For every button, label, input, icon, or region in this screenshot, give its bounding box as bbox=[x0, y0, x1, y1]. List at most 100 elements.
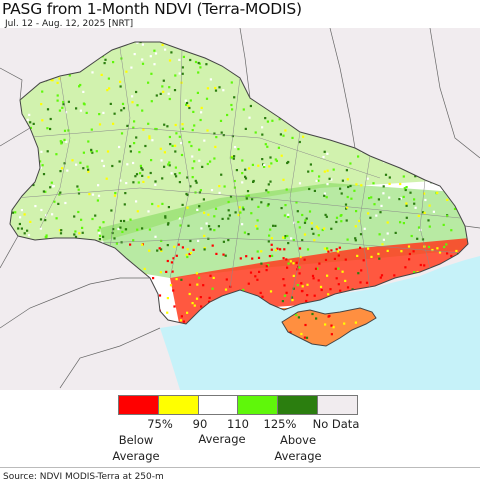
ndvi-pixel bbox=[189, 185, 192, 188]
ndvi-pixel bbox=[359, 233, 363, 236]
ndvi-pixel bbox=[186, 255, 189, 259]
ndvi-pixel bbox=[82, 102, 85, 105]
ndvi-pixel bbox=[40, 150, 43, 153]
ndvi-pixel bbox=[421, 211, 425, 214]
ndvi-pixel bbox=[233, 179, 236, 183]
ndvi-pixel bbox=[378, 257, 381, 260]
ndvi-pixel bbox=[295, 261, 298, 264]
ndvi-pixel bbox=[242, 288, 245, 291]
ndvi-pixel bbox=[140, 167, 143, 170]
ndvi-pixel bbox=[284, 129, 287, 132]
ndvi-pixel bbox=[255, 225, 258, 228]
ndvi-pixel bbox=[199, 66, 202, 69]
ndvi-pixel bbox=[150, 159, 153, 162]
ndvi-pixel bbox=[133, 53, 136, 56]
ndvi-pixel bbox=[353, 189, 356, 192]
ndvi-pixel bbox=[295, 201, 298, 204]
ndvi-pixel bbox=[98, 123, 102, 126]
ndvi-pixel bbox=[154, 127, 157, 131]
ndvi-pixel bbox=[334, 267, 337, 270]
ndvi-pixel bbox=[126, 124, 129, 127]
ndvi-pixel bbox=[241, 181, 244, 184]
ndvi-pixel bbox=[199, 189, 202, 192]
ndvi-pixel bbox=[244, 177, 248, 180]
ndvi-pixel bbox=[413, 271, 416, 274]
ndvi-pixel bbox=[149, 171, 152, 175]
ndvi-pixel bbox=[44, 190, 47, 193]
ndvi-pixel bbox=[208, 300, 211, 303]
ndvi-pixel bbox=[344, 203, 348, 206]
ndvi-pixel bbox=[304, 219, 307, 222]
ndvi-pixel bbox=[261, 126, 264, 129]
ndvi-pixel bbox=[123, 203, 126, 206]
ndvi-pixel bbox=[450, 229, 453, 232]
ndvi-pixel bbox=[171, 270, 174, 273]
ndvi-pixel bbox=[423, 211, 426, 214]
ndvi-pixel bbox=[29, 126, 32, 129]
ndvi-pixel bbox=[141, 58, 144, 61]
ndvi-pixel bbox=[91, 151, 94, 154]
ndvi-pixel bbox=[186, 206, 189, 209]
ndvi-pixel bbox=[305, 217, 308, 220]
ndvi-pixel bbox=[41, 90, 44, 93]
ndvi-pixel bbox=[335, 277, 338, 280]
ndvi-pixel bbox=[455, 249, 458, 253]
ndvi-pixel bbox=[317, 179, 320, 182]
ndvi-pixel bbox=[160, 248, 163, 251]
ndvi-pixel bbox=[403, 187, 406, 190]
ndvi-pixel bbox=[267, 203, 270, 206]
ndvi-pixel bbox=[42, 173, 46, 176]
ndvi-pixel bbox=[213, 215, 216, 218]
ndvi-pixel bbox=[402, 175, 405, 178]
ndvi-pixel bbox=[377, 198, 380, 201]
ndvi-pixel bbox=[313, 189, 316, 192]
ndvi-pixel bbox=[443, 245, 446, 249]
ndvi-pixel bbox=[186, 311, 189, 314]
ndvi-pixel bbox=[297, 220, 300, 224]
ndvi-pixel bbox=[408, 258, 411, 261]
ndvi-pixel bbox=[399, 221, 402, 224]
ndvi-pixel bbox=[344, 279, 347, 282]
ndvi-pixel bbox=[250, 212, 253, 215]
ndvi-pixel bbox=[203, 211, 206, 214]
ndvi-pixel bbox=[261, 133, 264, 136]
ndvi-pixel bbox=[164, 215, 167, 218]
ndvi-pixel bbox=[400, 250, 403, 253]
ndvi-pixel bbox=[263, 165, 266, 168]
ndvi-pixel bbox=[163, 151, 166, 154]
ndvi-pixel bbox=[56, 99, 59, 102]
footer-divider bbox=[0, 467, 480, 468]
ndvi-pixel bbox=[28, 113, 31, 116]
ndvi-pixel bbox=[178, 181, 181, 184]
ndvi-pixel bbox=[180, 153, 184, 157]
ndvi-pixel bbox=[291, 136, 294, 139]
ndvi-pixel bbox=[330, 227, 333, 230]
ndvi-pixel bbox=[360, 184, 363, 187]
ndvi-pixel bbox=[231, 108, 234, 111]
ndvi-pixel bbox=[339, 214, 342, 217]
ndvi-pixel bbox=[136, 104, 139, 107]
ndvi-pixel bbox=[187, 104, 190, 107]
ndvi-pixel bbox=[413, 198, 416, 201]
ndvi-pixel bbox=[323, 247, 326, 250]
ndvi-pixel bbox=[195, 297, 199, 300]
ndvi-pixel bbox=[226, 113, 229, 117]
ndvi-pixel bbox=[241, 159, 244, 162]
ndvi-pixel bbox=[148, 137, 151, 140]
ndvi-pixel bbox=[154, 52, 158, 55]
ndvi-pixel bbox=[151, 202, 154, 206]
ndvi-pixel bbox=[51, 213, 54, 216]
ndvi-pixel bbox=[144, 144, 147, 148]
ndvi-pixel bbox=[428, 204, 431, 207]
ndvi-pixel bbox=[188, 292, 191, 296]
ndvi-pixel bbox=[214, 207, 218, 210]
ndvi-pixel bbox=[87, 168, 90, 171]
ndvi-pixel bbox=[417, 226, 421, 229]
ndvi-pixel bbox=[367, 212, 370, 215]
ndvi-pixel bbox=[209, 78, 212, 81]
ndvi-pixel bbox=[386, 221, 389, 224]
ndvi-pixel bbox=[283, 284, 286, 287]
ndvi-pixel bbox=[160, 239, 163, 242]
ndvi-pixel bbox=[382, 238, 385, 241]
ndvi-pixel bbox=[161, 85, 164, 88]
